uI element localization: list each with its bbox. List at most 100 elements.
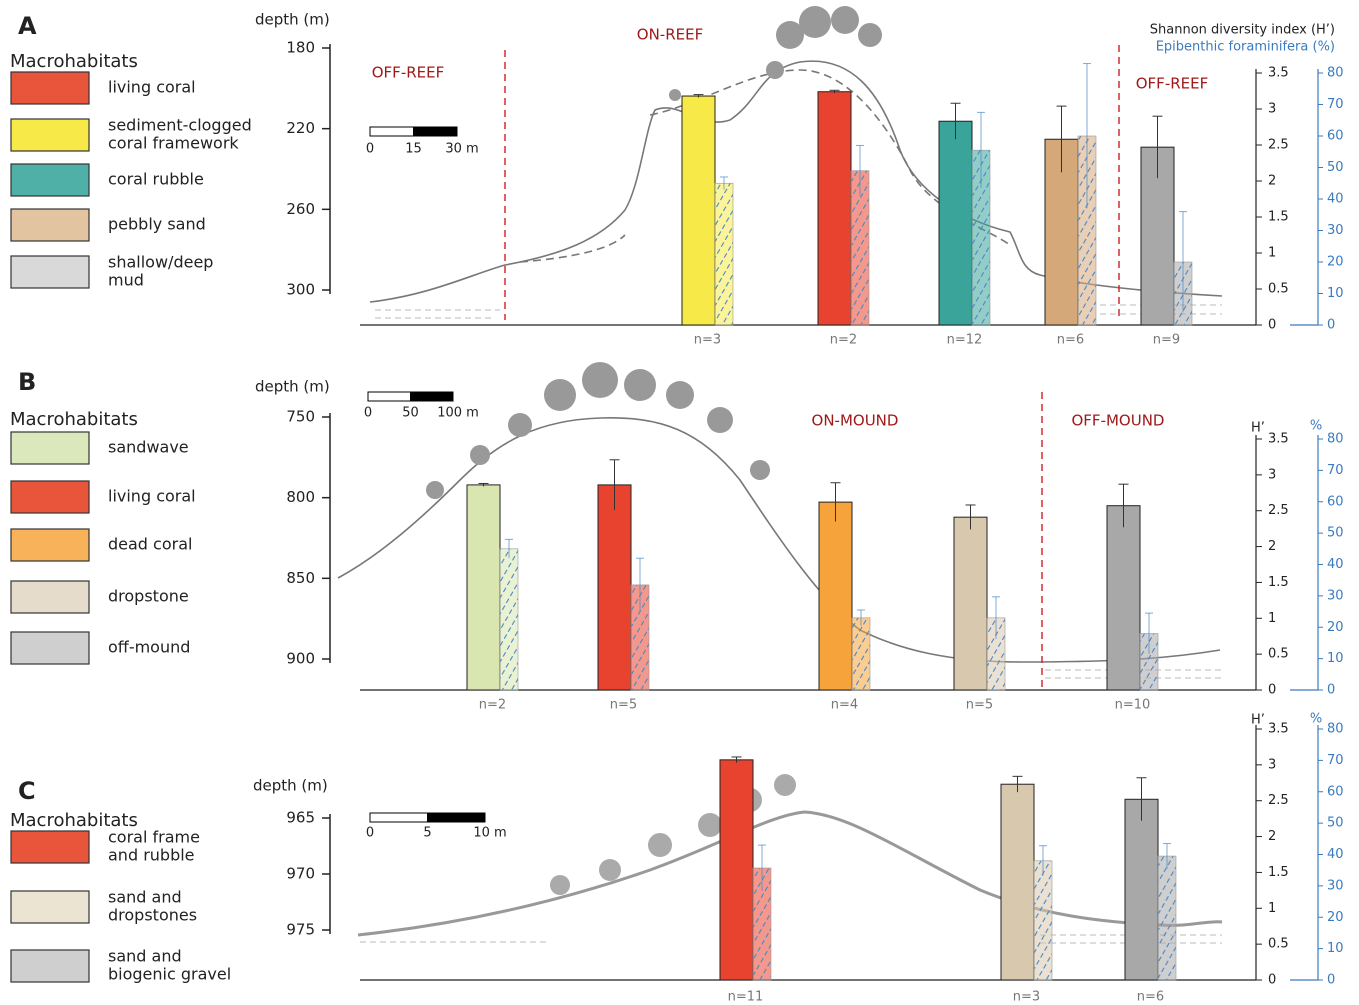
legend-title: Macrohabitats xyxy=(10,810,138,831)
y2-tick-label: 70 xyxy=(1327,753,1344,768)
y2-tick-label: 30 xyxy=(1327,878,1344,893)
depth-axis-title: depth (m) xyxy=(255,378,330,396)
bar xyxy=(466,484,501,691)
legend-label: dead coral xyxy=(108,535,192,554)
y2-tick-label: 60 xyxy=(1327,129,1344,144)
sample-size-label: n=6 xyxy=(1057,333,1084,348)
depth-tick-label: 220 xyxy=(286,119,315,137)
y-tick-label: 2 xyxy=(1268,174,1276,189)
bar xyxy=(1124,798,1159,981)
bar xyxy=(938,120,973,326)
legend-swatch xyxy=(10,830,90,864)
depth-tick-label: 300 xyxy=(286,281,315,299)
legend-label: sediment-clogged xyxy=(108,116,252,135)
scale-segment xyxy=(427,812,486,823)
y-tick-label: 1.5 xyxy=(1268,210,1289,225)
y2-tick-label: 10 xyxy=(1327,941,1344,956)
legend-swatch xyxy=(10,163,90,197)
bar xyxy=(1106,505,1141,691)
coral-cluster xyxy=(550,774,796,895)
y2-tick-label: 20 xyxy=(1327,910,1344,925)
depth-tick-label: 900 xyxy=(286,650,315,668)
legend-label: dropstone xyxy=(108,587,189,606)
scale-label: 50 xyxy=(402,406,419,421)
depth-tick-label: 800 xyxy=(286,488,315,506)
depth-tick-label: 850 xyxy=(286,569,315,587)
y-tick-label: 0.5 xyxy=(1268,937,1289,952)
zone-label: ON-REEF xyxy=(637,26,703,44)
legend-label: pebbly sand xyxy=(108,215,206,234)
scale-label: 100 m xyxy=(437,406,479,421)
sample-size-label: n=3 xyxy=(694,333,721,348)
legend-label: sand and xyxy=(108,888,182,907)
legend-swatch xyxy=(10,580,90,614)
legend-label: dropstones xyxy=(108,906,197,925)
bar xyxy=(719,759,754,981)
y-tick-label: 0.5 xyxy=(1268,647,1289,662)
legend-label: coral rubble xyxy=(108,170,204,189)
y2-tick-label: 60 xyxy=(1327,784,1344,799)
bar xyxy=(714,182,734,326)
sample-size-label: n=3 xyxy=(1013,990,1040,1005)
scale-label: 0 xyxy=(366,142,374,157)
sediment-layer xyxy=(519,69,1011,263)
scale-label: 15 xyxy=(405,142,422,157)
legend-swatch xyxy=(10,255,90,289)
axis-title: Epibenthic foraminifera (%) xyxy=(1156,40,1335,55)
panel-label: C xyxy=(18,777,36,805)
y2-tick-label: 30 xyxy=(1327,223,1344,238)
y-tick-label: 3 xyxy=(1268,467,1276,482)
y2-tick-label: 0 xyxy=(1327,973,1335,988)
scale-segment xyxy=(413,126,458,137)
y2-tick-label: 40 xyxy=(1327,192,1344,207)
y-tick-label: 1.5 xyxy=(1268,865,1289,880)
depth-tick-label: 260 xyxy=(286,200,315,218)
y-tick-label: 1.5 xyxy=(1268,575,1289,590)
y-tick-label: 3.5 xyxy=(1268,722,1289,737)
axis-title: H’ xyxy=(1251,713,1265,728)
y2-tick-label: 70 xyxy=(1327,463,1344,478)
legend-title: Macrohabitats xyxy=(10,409,138,430)
axis-title: H’ xyxy=(1251,421,1265,436)
panel: A Macrohabitats living coral sediment-clogg… xyxy=(10,11,1344,348)
sample-size-label: n=5 xyxy=(966,698,993,713)
y-tick-label: 2.5 xyxy=(1268,503,1289,518)
y2-tick-label: 50 xyxy=(1327,526,1344,541)
bar xyxy=(851,617,871,691)
sample-size-label: n=10 xyxy=(1115,698,1151,713)
bar xyxy=(817,91,852,326)
y-tick-label: 2.5 xyxy=(1268,793,1289,808)
depth-tick-label: 975 xyxy=(286,921,315,939)
profiles xyxy=(337,6,1223,944)
sample-size-label: n=5 xyxy=(610,698,637,713)
depth-tick-label: 750 xyxy=(286,408,315,426)
legend-label: biogenic gravel xyxy=(108,965,231,984)
zone-label: OFF-REEF xyxy=(372,64,444,82)
mud-lines xyxy=(360,934,1222,944)
y-tick-label: 1 xyxy=(1268,901,1276,916)
y-tick-label: 0 xyxy=(1268,973,1276,988)
legend-title: Macrohabitats xyxy=(10,51,138,72)
y-tick-label: 3.5 xyxy=(1268,66,1289,81)
legend-label: coral framework xyxy=(108,134,239,153)
y-tick-label: 0.5 xyxy=(1268,282,1289,297)
legend-label: shallow/deep xyxy=(108,253,213,272)
y2-tick-label: 10 xyxy=(1327,286,1344,301)
scale-label: 30 m xyxy=(445,142,478,157)
axis-title: % xyxy=(1310,712,1322,727)
legend-label: sand and xyxy=(108,947,182,966)
legend-label: coral frame xyxy=(108,828,200,847)
y2-tick-label: 50 xyxy=(1327,160,1344,175)
axis-title: % xyxy=(1310,419,1322,434)
bar xyxy=(1000,783,1035,981)
y-tick-label: 2 xyxy=(1268,539,1276,554)
y-tick-label: 0 xyxy=(1268,318,1276,333)
y-tick-label: 1 xyxy=(1268,611,1276,626)
y-tick-label: 2 xyxy=(1268,829,1276,844)
depth-axis-title: depth (m) xyxy=(253,777,328,795)
y2-tick-label: 40 xyxy=(1327,847,1344,862)
legend-swatch xyxy=(10,208,90,242)
panel-label: B xyxy=(18,368,36,396)
